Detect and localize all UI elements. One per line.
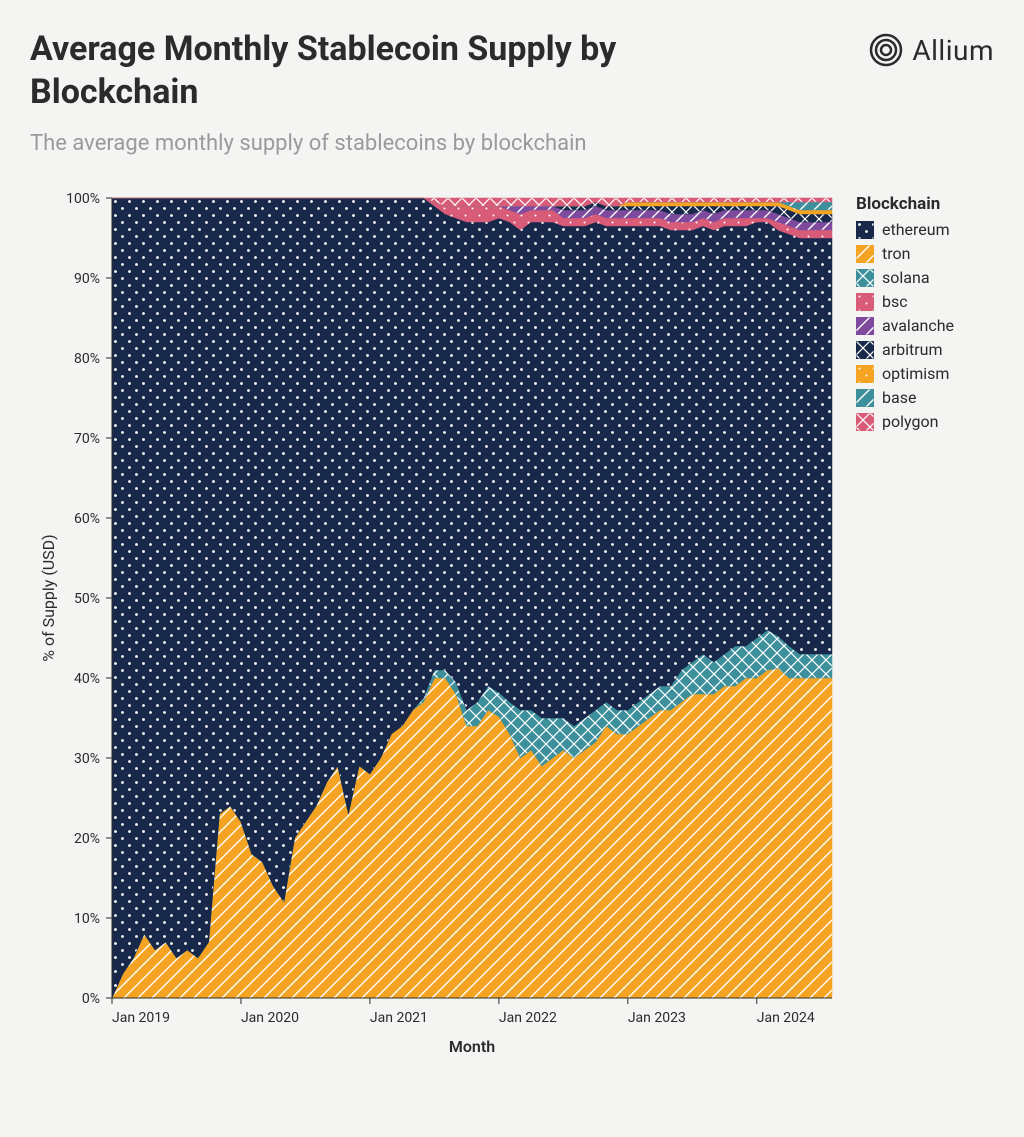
legend-label: polygon	[882, 412, 938, 431]
x-tick-label: Jan 2020	[241, 1010, 299, 1026]
legend-item-solana: solana	[856, 268, 954, 287]
legend-swatch-base	[856, 389, 874, 407]
y-tick-label: 90%	[74, 271, 100, 287]
y-tick-label: 30%	[74, 751, 100, 767]
legend-label: optimism	[882, 364, 949, 383]
legend-item-base: base	[856, 388, 954, 407]
legend-item-polygon: polygon	[856, 412, 954, 431]
legend-label: ethereum	[882, 220, 950, 239]
legend-label: tron	[882, 244, 910, 263]
x-tick-label: Jan 2022	[499, 1010, 557, 1026]
header: Average Monthly Stablecoin Supply by Blo…	[30, 28, 994, 156]
x-tick-label: Jan 2023	[628, 1010, 686, 1026]
legend-swatch-polygon	[856, 413, 874, 431]
legend-item-arbitrum: arbitrum	[856, 340, 954, 359]
y-tick-label: 60%	[74, 511, 100, 527]
y-tick-label: 10%	[74, 911, 100, 927]
legend-item-bsc: bsc	[856, 292, 954, 311]
x-axis-label: Month	[449, 1037, 495, 1056]
y-tick-label: 40%	[74, 671, 100, 687]
y-tick-label: 50%	[74, 591, 100, 607]
chart-container: 0% 10% 20% 30% 40% 50% 60% 70% 80% 90% 100% % of Su…	[30, 192, 994, 1068]
legend-item-optimism: optimism	[856, 364, 954, 383]
legend-label: arbitrum	[882, 340, 943, 359]
chart-subtitle: The average monthly supply of stablecoin…	[30, 131, 750, 156]
y-tick-label: 80%	[74, 351, 100, 367]
legend: Blockchain ethereum tron solana bsc avalanch…	[856, 194, 954, 1068]
x-tick-label: Jan 2021	[370, 1010, 428, 1026]
stacked-area-chart: 0% 10% 20% 30% 40% 50% 60% 70% 80% 90% 100% % of Su…	[30, 192, 836, 1068]
legend-item-tron: tron	[856, 244, 954, 263]
legend-item-ethereum: ethereum	[856, 220, 954, 239]
y-tick-label: 0%	[82, 991, 100, 1007]
chart-title: Average Monthly Stablecoin Supply by Blo…	[30, 28, 750, 113]
y-tick-label: 20%	[74, 831, 100, 847]
legend-swatch-optimism	[856, 365, 874, 383]
brand-icon	[868, 32, 904, 68]
legend-label: avalanche	[882, 316, 954, 335]
y-axis-label: % of Supply (USD)	[39, 534, 58, 661]
legend-label: bsc	[882, 292, 908, 311]
legend-label: solana	[882, 268, 930, 287]
x-tick-label: Jan 2024	[757, 1010, 815, 1026]
legend-swatch-ethereum	[856, 221, 874, 239]
legend-swatch-solana	[856, 269, 874, 287]
legend-swatch-arbitrum	[856, 341, 874, 359]
legend-title: Blockchain	[856, 194, 954, 214]
legend-item-avalanche: avalanche	[856, 316, 954, 335]
y-tick-label: 100%	[66, 192, 100, 207]
brand-name: Allium	[912, 34, 994, 67]
brand-logo: Allium	[868, 32, 994, 68]
y-tick-label: 70%	[74, 431, 100, 447]
legend-label: base	[882, 388, 916, 407]
legend-swatch-tron	[856, 245, 874, 263]
legend-swatch-avalanche	[856, 317, 874, 335]
x-tick-label: Jan 2019	[112, 1010, 170, 1026]
legend-swatch-bsc	[856, 293, 874, 311]
